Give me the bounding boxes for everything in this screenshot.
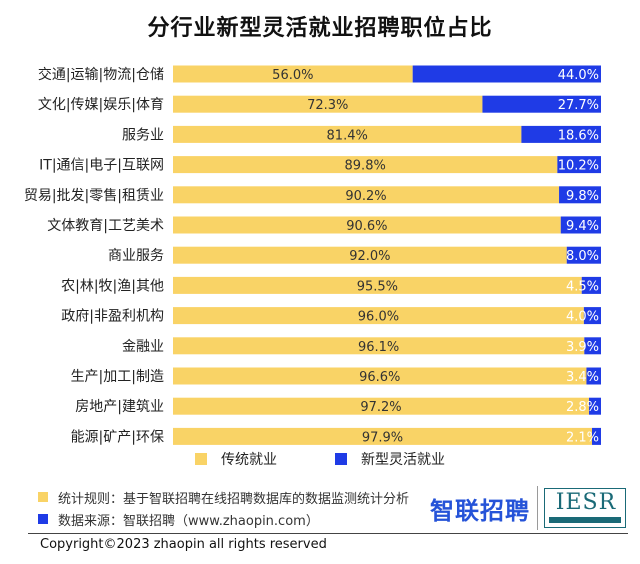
iesr-logo-text: IESR [555,490,617,515]
category-label: 能源|矿产|环保 [71,429,164,445]
data-label-traditional: 96.0% [358,310,399,325]
note-rule: 统计规则：基于智联招聘在线招聘数据库的数据监测统计分析 [38,486,409,508]
category-label: 文体教育|工艺美术 [47,218,164,234]
note-source-text: 数据来源：智联招聘（www.zhaopin.com） [58,513,319,529]
data-label-flexible: 4.5% [566,279,599,294]
bar-traditional [173,307,584,325]
legend-label-flexible: 新型灵活就业 [361,452,445,468]
bar-flexible [589,397,601,415]
note-rule-marker [38,492,48,502]
bar-traditional [173,397,590,415]
data-label-traditional: 89.8% [345,159,386,174]
category-label: 贸易|批发|零售|租赁业 [24,188,164,204]
data-label-traditional: 90.6% [346,219,387,234]
bar-traditional [173,156,558,174]
data-label-traditional: 72.3% [307,98,348,113]
legend-swatch-traditional [195,453,207,465]
bar-flexible [521,125,601,143]
iesr-logo-band [549,517,621,523]
data-label-flexible: 8.0% [566,249,599,264]
footer-divider [28,533,628,534]
bar-flexible [482,95,601,113]
bar-traditional [173,65,413,83]
data-label-traditional: 95.5% [357,279,398,294]
data-label-traditional: 81.4% [327,128,368,143]
bar-flexible [592,427,601,445]
bar-traditional [173,186,560,204]
bar-flexible [566,246,601,264]
note-rule-text: 统计规则：基于智联招聘在线招聘数据库的数据监测统计分析 [58,491,410,507]
bar-traditional [173,125,522,143]
category-label: 房地产|建筑业 [75,399,164,415]
note-source-marker [38,514,48,524]
bar-traditional [173,246,567,264]
bar-traditional [173,216,561,234]
data-label-flexible: 3.4% [566,370,599,385]
stacked-bar-chart: 交通|运输|物流|仓储 56.0% 44.0% 文化|传媒|娱乐|体育 72.3% 27.… [24,65,601,445]
logo-divider [537,486,538,530]
copyright-text: Copyright©2023 zhaopin all rights reserv… [40,537,327,552]
data-label-traditional: 96.1% [358,340,399,355]
bar-flexible [560,216,601,234]
data-label-flexible: 27.7% [558,98,599,113]
legend-label-traditional: 传统就业 [221,452,277,468]
category-label: 商业服务 [108,248,164,264]
note-source: 数据来源：智联招聘（www.zhaopin.com） [38,508,409,530]
category-label: 服务业 [122,127,164,143]
bar-traditional [173,276,582,294]
data-label-flexible: 44.0% [558,68,599,83]
category-label: 生产|加工|制造 [71,369,164,385]
data-label-traditional: 90.2% [345,189,386,204]
bar-traditional [173,427,593,445]
bar-flexible [583,307,601,325]
bar-flexible [557,156,601,174]
data-label-flexible: 3.9% [566,340,599,355]
bar-flexible [581,276,601,294]
category-label: 文化|传媒|娱乐|体育 [38,97,164,113]
bar-flexible [412,65,601,83]
zhaopin-logo: 智联招聘 [430,497,530,525]
legend-swatch-flexible [335,453,347,465]
bar-flexible [586,367,601,385]
category-label: 农|林|牧|渔|其他 [61,278,164,294]
bar-traditional [173,337,585,355]
data-label-traditional: 56.0% [272,68,313,83]
category-label: 政府|非盈利机构 [61,309,164,325]
bar-flexible [584,337,601,355]
data-label-traditional: 96.6% [359,370,400,385]
data-label-flexible: 4.0% [566,310,599,325]
data-label-traditional: 97.2% [360,400,401,415]
data-label-flexible: 18.6% [558,128,599,143]
legend-item-flexible: 新型灵活就业 [335,449,445,469]
category-label: IT|通信|电子|互联网 [39,158,164,174]
legend-item-traditional: 传统就业 [195,449,277,469]
category-label: 交通|运输|物流|仓储 [38,66,164,83]
iesr-logo: IESR [544,488,626,528]
data-label-flexible: 2.8% [566,400,599,415]
data-label-traditional: 97.9% [362,430,403,445]
category-label: 金融业 [122,339,164,355]
bar-traditional [173,95,483,113]
data-label-traditional: 92.0% [349,249,390,264]
data-label-flexible: 9.4% [566,219,599,234]
bar-flexible [559,186,601,204]
data-label-flexible: 9.8% [566,189,599,204]
data-label-flexible: 2.1% [566,430,599,445]
chart-title: 分行业新型灵活就业招聘职位占比 [147,16,493,41]
footer-notes: 统计规则：基于智联招聘在线招聘数据库的数据监测统计分析 数据来源：智联招聘（ww… [38,486,409,530]
data-label-flexible: 10.2% [558,159,599,174]
bar-traditional [173,367,587,385]
